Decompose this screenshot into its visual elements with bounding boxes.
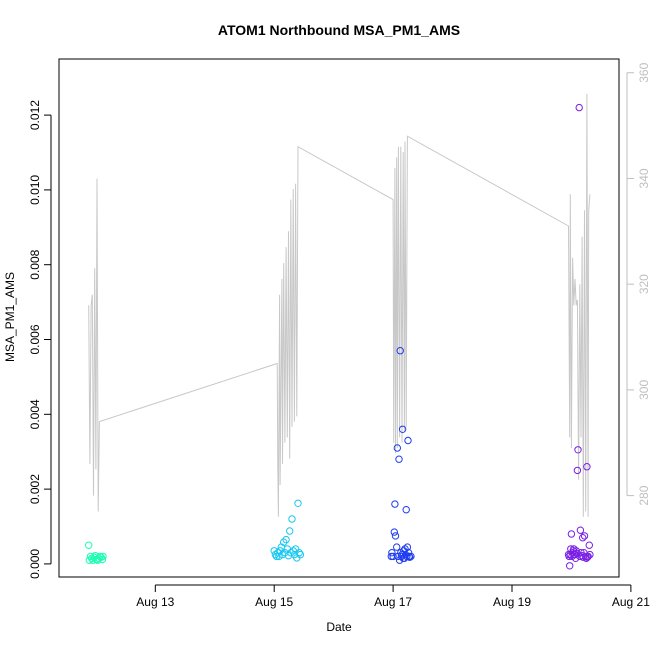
data-point [586, 550, 594, 559]
y-tick-label: 0.000 [28, 549, 42, 579]
data-point [393, 543, 401, 551]
data-point [282, 535, 290, 544]
data-point [391, 500, 399, 508]
data-point [574, 446, 582, 454]
data-point [275, 552, 283, 561]
data-point [280, 538, 288, 546]
data-point [393, 444, 401, 452]
x-tick-label: Aug 19 [493, 595, 531, 609]
data-point [286, 527, 294, 535]
data-point [583, 463, 591, 471]
secondary-line [88, 93, 591, 517]
data-point [388, 549, 396, 557]
data-point [99, 552, 107, 561]
data-point [86, 552, 95, 561]
data-point [296, 550, 305, 559]
y2-tick-label: 360 [637, 62, 650, 82]
data-point [584, 552, 592, 561]
secondary-line-layer [88, 93, 591, 517]
y2-tick-label: 280 [637, 485, 650, 505]
data-point [583, 553, 592, 561]
series-scatter-aug15 [270, 499, 305, 562]
x-axis-label: Date [326, 620, 352, 634]
data-point [406, 553, 414, 561]
data-point [98, 555, 107, 564]
data-point [395, 455, 403, 463]
data-point [573, 466, 582, 475]
data-point [288, 515, 296, 523]
y-tick-label: 0.008 [28, 249, 42, 279]
data-point [571, 554, 580, 562]
x-tick-label: Aug 15 [255, 595, 293, 609]
y-tick-label: 0.012 [28, 100, 42, 130]
data-point [398, 425, 407, 433]
data-point [565, 552, 573, 561]
data-point [403, 543, 412, 551]
data-point [566, 562, 574, 570]
y-tick-label: 0.004 [28, 399, 42, 429]
data-point [400, 554, 409, 562]
data-point [575, 103, 583, 112]
data-point [567, 530, 576, 538]
data-point [579, 534, 587, 542]
data-point [576, 526, 585, 534]
data-point [271, 550, 280, 559]
y-tick-label: 0.006 [28, 324, 42, 354]
data-point [398, 550, 406, 559]
data-point [294, 499, 302, 507]
plot-frame [58, 58, 620, 578]
data-point [403, 552, 411, 561]
scatter-points-layer [85, 103, 594, 570]
data-point [404, 549, 413, 557]
y-axis-label: MSA_PM1_AMS [3, 272, 17, 362]
series-scatter-aug20 [564, 103, 594, 570]
y-tick-label: 0.002 [28, 474, 42, 504]
x-tick-label: Aug 21 [612, 595, 650, 609]
data-point [276, 547, 284, 555]
data-point [391, 532, 400, 540]
data-point [295, 549, 303, 557]
data-point [274, 549, 282, 557]
y2-tick-label: 320 [637, 274, 650, 294]
data-point [404, 436, 412, 445]
data-point [396, 347, 404, 355]
data-point [85, 541, 93, 549]
data-point [390, 528, 398, 536]
chart-title: ATOM1 Northbound MSA_PM1_AMS [218, 22, 460, 38]
series-scatter-aug17 [387, 347, 415, 564]
y2-tick-label: 340 [637, 168, 650, 188]
x-tick-label: Aug 13 [136, 595, 174, 609]
data-point [580, 532, 589, 540]
x-tick-label: Aug 17 [374, 595, 412, 609]
series-scatter-aug12 [85, 541, 107, 564]
data-point [287, 549, 295, 557]
data-point [407, 552, 415, 561]
data-point [402, 506, 410, 514]
y-tick-label: 0.010 [28, 175, 42, 205]
data-point [585, 541, 593, 549]
y2-tick-label: 300 [637, 380, 650, 400]
axes-layer: Aug 13 Aug 15 Aug 17 Aug 19 Aug 21 0.000 0.002… [28, 62, 650, 609]
data-point [387, 552, 395, 561]
